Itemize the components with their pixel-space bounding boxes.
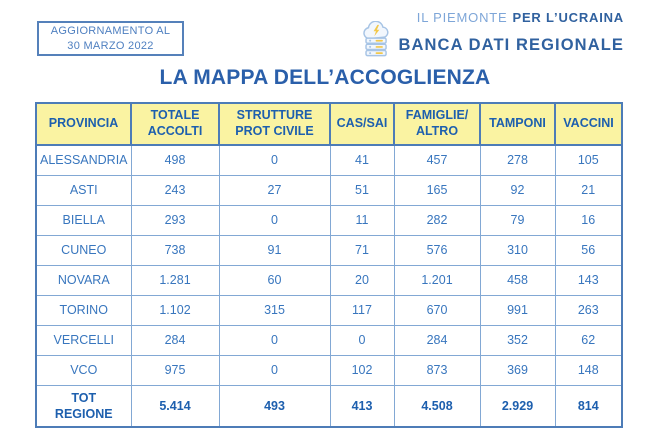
value-cell: 79 xyxy=(479,204,556,236)
value-cell: 413 xyxy=(329,384,395,428)
table-row: ALESSANDRIA 498 0 41 457 278 105 xyxy=(35,144,623,176)
value-cell: 814 xyxy=(554,384,623,428)
value-cell: 369 xyxy=(479,354,556,386)
row-label-cell: VCO xyxy=(35,354,132,386)
column-header-0: PROVINCIA xyxy=(35,102,132,146)
row-label-cell: NOVARA xyxy=(35,264,132,296)
value-cell: 457 xyxy=(393,144,481,176)
value-cell: 975 xyxy=(130,354,220,386)
value-cell: 56 xyxy=(554,234,623,266)
accoglienza-table: PROVINCIA TOTALE ACCOLTI STRUTTURE PROT CI… xyxy=(35,102,623,428)
value-cell: 92 xyxy=(479,174,556,206)
value-cell: 576 xyxy=(393,234,481,266)
value-cell: 4.508 xyxy=(393,384,481,428)
table-row: VCO 975 0 102 873 369 148 xyxy=(35,354,623,386)
table-body: ALESSANDRIA 498 0 41 457 278 105 ASTI 243 27 51 165… xyxy=(35,144,623,428)
value-cell: 315 xyxy=(218,294,331,326)
value-cell: 143 xyxy=(554,264,623,296)
column-header-5: TAMPONI xyxy=(479,102,556,146)
row-label-cell: ASTI xyxy=(35,174,132,206)
value-cell: 91 xyxy=(218,234,331,266)
logo-name-row: BANCA DATI REGIONALE xyxy=(361,20,625,63)
value-cell: 293 xyxy=(130,204,220,236)
value-cell: 11 xyxy=(329,204,395,236)
value-cell: 51 xyxy=(329,174,395,206)
update-badge: AGGIORNAMENTO AL 30 MARZO 2022 xyxy=(37,21,184,56)
value-cell: 41 xyxy=(329,144,395,176)
value-cell: 458 xyxy=(479,264,556,296)
cloud-database-icon xyxy=(361,20,392,63)
total-row: TOT REGIONE 5.414 493 413 4.508 2.929 814 xyxy=(35,384,623,428)
value-cell: 165 xyxy=(393,174,481,206)
header-row: PROVINCIA TOTALE ACCOLTI STRUTTURE PROT CI… xyxy=(35,102,623,146)
update-badge-line2: 30 MARZO 2022 xyxy=(67,39,154,52)
logo-tagline-bold: PER L’UCRAINA xyxy=(512,10,624,25)
row-label-cell: ALESSANDRIA xyxy=(35,144,132,176)
value-cell: 20 xyxy=(329,264,395,296)
row-label-cell: VERCELLI xyxy=(35,324,132,356)
table-row: TORINO 1.102 315 117 670 991 263 xyxy=(35,294,623,326)
value-cell: 243 xyxy=(130,174,220,206)
logo: IL PIEMONTE PER L’UCRAINA xyxy=(361,10,625,63)
value-cell: 148 xyxy=(554,354,623,386)
column-header-3: CAS/SAI xyxy=(329,102,395,146)
value-cell: 105 xyxy=(554,144,623,176)
value-cell: 62 xyxy=(554,324,623,356)
column-header-2: STRUTTURE PROT CIVILE xyxy=(218,102,331,146)
value-cell: 284 xyxy=(393,324,481,356)
table-row: BIELLA 293 0 11 282 79 16 xyxy=(35,204,623,236)
value-cell: 670 xyxy=(393,294,481,326)
value-cell: 278 xyxy=(479,144,556,176)
column-header-6: VACCINI xyxy=(554,102,623,146)
value-cell: 0 xyxy=(218,354,331,386)
row-label-cell: CUNEO xyxy=(35,234,132,266)
value-cell: 0 xyxy=(218,144,331,176)
value-cell: 1.201 xyxy=(393,264,481,296)
value-cell: 352 xyxy=(479,324,556,356)
value-cell: 27 xyxy=(218,174,331,206)
table-row: NOVARA 1.281 60 20 1.201 458 143 xyxy=(35,264,623,296)
value-cell: 2.929 xyxy=(479,384,556,428)
value-cell: 5.414 xyxy=(130,384,220,428)
value-cell: 0 xyxy=(329,324,395,356)
logo-tagline-light: IL PIEMONTE xyxy=(416,10,508,25)
table-row: ASTI 243 27 51 165 92 21 xyxy=(35,174,623,206)
column-header-4: FAMIGLIE/ ALTRO xyxy=(393,102,481,146)
row-label-cell: TORINO xyxy=(35,294,132,326)
value-cell: 873 xyxy=(393,354,481,386)
page-title: LA MAPPA DELL’ACCOGLIENZA xyxy=(159,66,491,89)
value-cell: 284 xyxy=(130,324,220,356)
value-cell: 263 xyxy=(554,294,623,326)
table-row: CUNEO 738 91 71 576 310 56 xyxy=(35,234,623,266)
table-row: VERCELLI 284 0 0 284 352 62 xyxy=(35,324,623,356)
value-cell: 1.281 xyxy=(130,264,220,296)
value-cell: 282 xyxy=(393,204,481,236)
value-cell: 0 xyxy=(218,204,331,236)
value-cell: 991 xyxy=(479,294,556,326)
logo-tagline: IL PIEMONTE PER L’UCRAINA xyxy=(361,10,625,25)
value-cell: 498 xyxy=(130,144,220,176)
row-label-cell: TOT REGIONE xyxy=(35,384,132,428)
table-header-row: PROVINCIA TOTALE ACCOLTI STRUTTURE PROT CI… xyxy=(35,102,623,146)
value-cell: 71 xyxy=(329,234,395,266)
value-cell: 16 xyxy=(554,204,623,236)
row-label-cell: BIELLA xyxy=(35,204,132,236)
value-cell: 310 xyxy=(479,234,556,266)
value-cell: 0 xyxy=(218,324,331,356)
value-cell: 60 xyxy=(218,264,331,296)
value-cell: 1.102 xyxy=(130,294,220,326)
logo-name: BANCA DATI REGIONALE xyxy=(398,35,624,54)
value-cell: 493 xyxy=(218,384,331,428)
value-cell: 117 xyxy=(329,294,395,326)
value-cell: 21 xyxy=(554,174,623,206)
column-header-1: TOTALE ACCOLTI xyxy=(130,102,220,146)
value-cell: 738 xyxy=(130,234,220,266)
update-badge-line1: AGGIORNAMENTO AL xyxy=(50,25,171,38)
value-cell: 102 xyxy=(329,354,395,386)
